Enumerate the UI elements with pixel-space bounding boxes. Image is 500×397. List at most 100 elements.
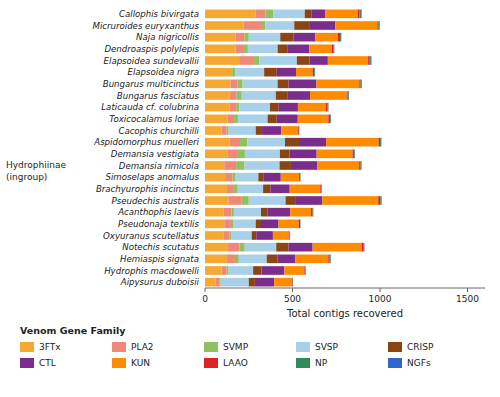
bar-segment — [244, 45, 248, 54]
bar-segment — [317, 150, 353, 159]
bar-segment — [359, 80, 360, 89]
bar-segment — [239, 255, 267, 264]
category-label: Hydrophis macdowelli — [104, 266, 199, 276]
bar-segment — [328, 103, 329, 112]
bar-segment — [360, 10, 362, 19]
bar-segment — [205, 266, 222, 275]
bar-segment — [288, 80, 316, 89]
bar-segment — [280, 33, 293, 42]
bar-segment — [205, 150, 228, 159]
bar-segment — [245, 150, 280, 159]
bar-segment — [321, 185, 323, 194]
bar-segment — [287, 91, 310, 100]
legend-label: CRISP — [407, 342, 434, 352]
legend-label: KUN — [131, 358, 150, 368]
bar-segment — [361, 80, 362, 89]
legend-swatch — [296, 358, 310, 368]
legend-label: SVSP — [315, 342, 339, 352]
bar-segment — [227, 126, 229, 135]
bar-segment — [247, 138, 285, 147]
category-labels: Callophis bivirgataMicruroides euryxanth… — [92, 9, 199, 287]
bar-segment — [243, 80, 278, 89]
bar-segment — [239, 103, 270, 112]
bar-segment — [314, 68, 315, 77]
legend-swatch — [388, 358, 402, 368]
legend-title: Venom Gene Family — [20, 325, 126, 336]
bar-segment — [264, 68, 277, 77]
bar-segment — [299, 126, 300, 135]
bar-segment — [216, 278, 220, 287]
bar-segment — [312, 208, 313, 217]
bar-segment — [234, 115, 238, 124]
legend-swatch — [388, 342, 402, 352]
bar-segment — [205, 196, 229, 205]
bar-segment — [238, 185, 263, 194]
legend-swatch — [296, 342, 310, 352]
bar-segment — [309, 45, 332, 54]
bar-segment — [262, 266, 285, 275]
x-axis-line — [205, 288, 485, 289]
bar-segment — [205, 278, 216, 287]
bar-segment — [249, 33, 281, 42]
bar-segment — [289, 231, 290, 240]
bar-segment — [291, 278, 293, 287]
bar-segment — [221, 278, 249, 287]
category-label: Notechis scutatus — [122, 242, 199, 252]
category-label: Bungarus multicinctus — [103, 79, 200, 89]
bar-segment — [227, 185, 234, 194]
bar-segment — [292, 278, 293, 287]
category-label: Elapsoidea nigra — [128, 67, 200, 77]
bar-segment — [230, 91, 237, 100]
bar-segment — [310, 91, 347, 100]
bar-segment — [284, 266, 304, 275]
bar-segment — [368, 56, 370, 65]
bar-segment — [316, 80, 359, 89]
bar-segment — [328, 115, 330, 124]
bar-segment — [340, 33, 341, 42]
bar-segment — [261, 21, 265, 30]
bar-segment — [362, 243, 364, 252]
bar-segment — [330, 115, 331, 124]
bar-segment — [380, 196, 382, 205]
bar-segment — [329, 115, 331, 124]
bar-segment — [205, 173, 225, 182]
bar-segment — [277, 115, 298, 124]
bar-segment — [293, 33, 315, 42]
bar-segment — [225, 173, 232, 182]
bar-segment — [205, 68, 232, 77]
bar-segment — [291, 161, 317, 170]
bar-segment — [330, 255, 331, 264]
category-label: Acanthophis laevis — [117, 207, 199, 217]
bar-segment — [205, 103, 230, 112]
bar-segment — [268, 115, 277, 124]
bar-segment — [297, 126, 299, 135]
clade-annotation: Hydrophiinae(ingroup) — [6, 160, 66, 182]
bar-segment — [205, 220, 224, 229]
x-tick — [292, 288, 293, 292]
bar-segment — [232, 173, 235, 182]
bar-segment — [244, 21, 262, 30]
bar-segment — [333, 45, 335, 54]
bar-segment — [229, 126, 256, 135]
bar-segment — [249, 196, 286, 205]
bar-segment — [288, 231, 290, 240]
bar-segment — [238, 150, 245, 159]
category-label: Callophis bivirgata — [119, 9, 199, 19]
bar-segment — [242, 91, 276, 100]
bar-segment — [335, 21, 377, 30]
bar-segment — [280, 161, 291, 170]
bar-segment — [259, 56, 297, 65]
bar-segment — [235, 68, 264, 77]
bar-segment — [239, 243, 244, 252]
bar-segment — [360, 161, 362, 170]
bar-segment — [230, 80, 237, 89]
bar-segment — [255, 278, 274, 287]
bar-segment — [205, 33, 236, 42]
bar-segment — [205, 10, 256, 19]
bar-segment — [285, 138, 299, 147]
bar-segment — [236, 103, 239, 112]
bar-segment — [346, 91, 348, 100]
bar-segment — [297, 56, 310, 65]
bar-segment — [235, 255, 239, 264]
bar-segment — [238, 80, 243, 89]
